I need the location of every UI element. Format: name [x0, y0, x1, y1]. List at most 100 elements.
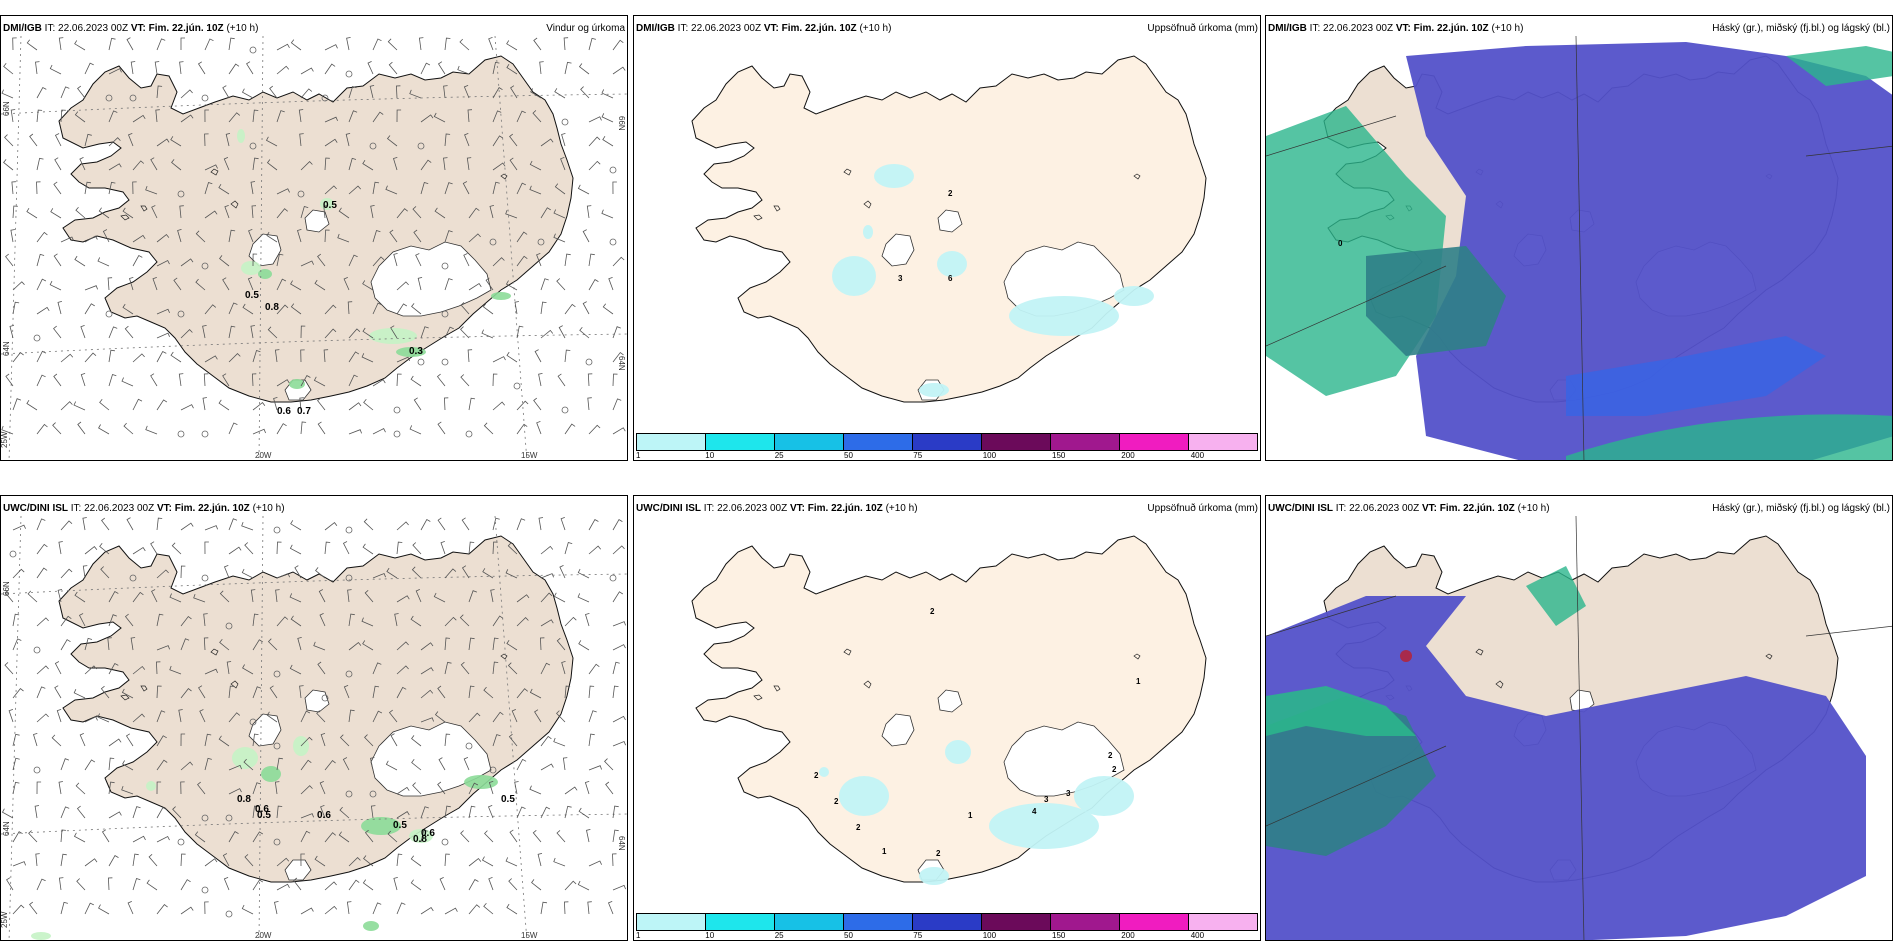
wind-barb	[28, 830, 38, 843]
wind-barb	[560, 157, 566, 171]
wind-barb	[588, 710, 597, 723]
wind-barb	[420, 667, 434, 675]
wind-barb	[74, 40, 86, 51]
wind-barb	[564, 786, 578, 795]
wind-barb	[228, 302, 238, 315]
calm-marker	[33, 334, 41, 342]
wind-barb	[420, 159, 432, 171]
wind-barb	[224, 205, 230, 219]
wind-barb	[461, 517, 470, 531]
wind-barb	[577, 568, 590, 579]
wind-barb	[74, 111, 86, 123]
wind-barb	[12, 688, 24, 699]
wind-barb	[363, 399, 374, 411]
wind-barb	[372, 38, 382, 51]
wind-barb	[276, 110, 285, 123]
wind-barb	[418, 37, 424, 51]
wind-barb	[223, 565, 230, 579]
wind-barb	[267, 326, 278, 339]
wind-barb	[505, 857, 518, 867]
wind-barb	[337, 233, 350, 243]
wind-barb	[60, 353, 74, 363]
wind-barb	[539, 637, 545, 651]
wind-barb	[252, 428, 266, 435]
wind-barb	[468, 590, 478, 603]
wind-barb	[244, 542, 254, 555]
valid-time-label: VT:	[763, 23, 779, 34]
calm-marker	[249, 142, 257, 150]
product-title: Vindur og úrkoma	[546, 23, 625, 34]
wind-barb	[248, 229, 254, 243]
precip-value-label: 0.5	[393, 820, 407, 831]
wind-barb	[361, 617, 374, 627]
wind-barb	[150, 157, 158, 171]
wind-barb	[602, 303, 614, 315]
calm-marker	[201, 262, 209, 270]
wind-barb	[601, 209, 614, 219]
lead-time: (+10 h)	[226, 23, 259, 34]
wind-barb	[540, 901, 548, 915]
wind-barb	[275, 589, 280, 603]
wind-barb	[108, 590, 119, 603]
calm-marker	[177, 430, 185, 438]
precip-area	[491, 292, 511, 300]
wind-barb	[274, 349, 280, 363]
wind-barb	[252, 402, 266, 411]
precip-value-label: 0.6	[317, 810, 331, 821]
wind-barb	[156, 645, 170, 651]
wind-barb	[49, 64, 62, 75]
wind-barb	[12, 352, 24, 363]
wind-barb	[483, 422, 494, 435]
wind-barb	[1, 89, 14, 99]
projection-line	[1575, 35, 1585, 460]
calm-marker	[609, 166, 617, 174]
wind-barb	[393, 253, 398, 267]
wind-barb	[540, 207, 551, 219]
calm-marker	[609, 238, 617, 246]
wind-barb	[362, 640, 374, 651]
wind-barb	[506, 351, 518, 363]
wind-barb	[343, 685, 350, 699]
wind-barb	[156, 399, 168, 411]
wind-barb	[108, 68, 122, 75]
wind-barb	[132, 853, 139, 867]
wind-barb	[362, 327, 374, 339]
wind-barb	[171, 159, 182, 171]
wind-barb	[461, 565, 470, 579]
wind-barb	[12, 831, 23, 843]
graticule-label: 64N	[617, 836, 626, 851]
wind-barb	[481, 856, 494, 867]
wind-barb	[156, 835, 170, 843]
wind-barb	[540, 329, 554, 339]
wind-barb	[156, 332, 170, 339]
wind-barb	[84, 62, 94, 75]
coast-detail	[120, 694, 130, 701]
wind-barb	[604, 758, 614, 771]
wind-barb	[77, 85, 86, 99]
wind-barb	[36, 231, 48, 243]
wind-barb	[564, 253, 571, 267]
glacier	[304, 209, 330, 233]
wind-barb	[411, 303, 422, 315]
wind-barb	[460, 661, 470, 675]
wind-barb	[193, 593, 206, 603]
wind-barb	[556, 278, 566, 291]
wind-barb	[468, 805, 476, 819]
wind-barb	[324, 63, 336, 75]
wind-barb	[156, 904, 168, 915]
wind-barb	[579, 327, 590, 339]
map-panel: 0.5 0.5 0.8 0.3 0.6 0.7 20W 15W 66N 64N 66N 64N 25W …	[0, 15, 628, 461]
wind-barb	[434, 207, 446, 219]
wind-barb	[228, 112, 241, 123]
wind-barb	[556, 710, 566, 723]
wind-barb	[180, 615, 192, 627]
wind-barb	[317, 421, 326, 435]
wind-barb	[204, 38, 214, 51]
wind-barb	[108, 326, 118, 339]
wind-barb	[396, 811, 410, 819]
wind-barb	[564, 303, 576, 315]
panel-header-left: UWC/DINI ISL IT: 22.06.2023 00Z VT: Fim.…	[3, 502, 285, 516]
wind-barb	[612, 715, 626, 723]
wind-barb	[348, 857, 361, 867]
